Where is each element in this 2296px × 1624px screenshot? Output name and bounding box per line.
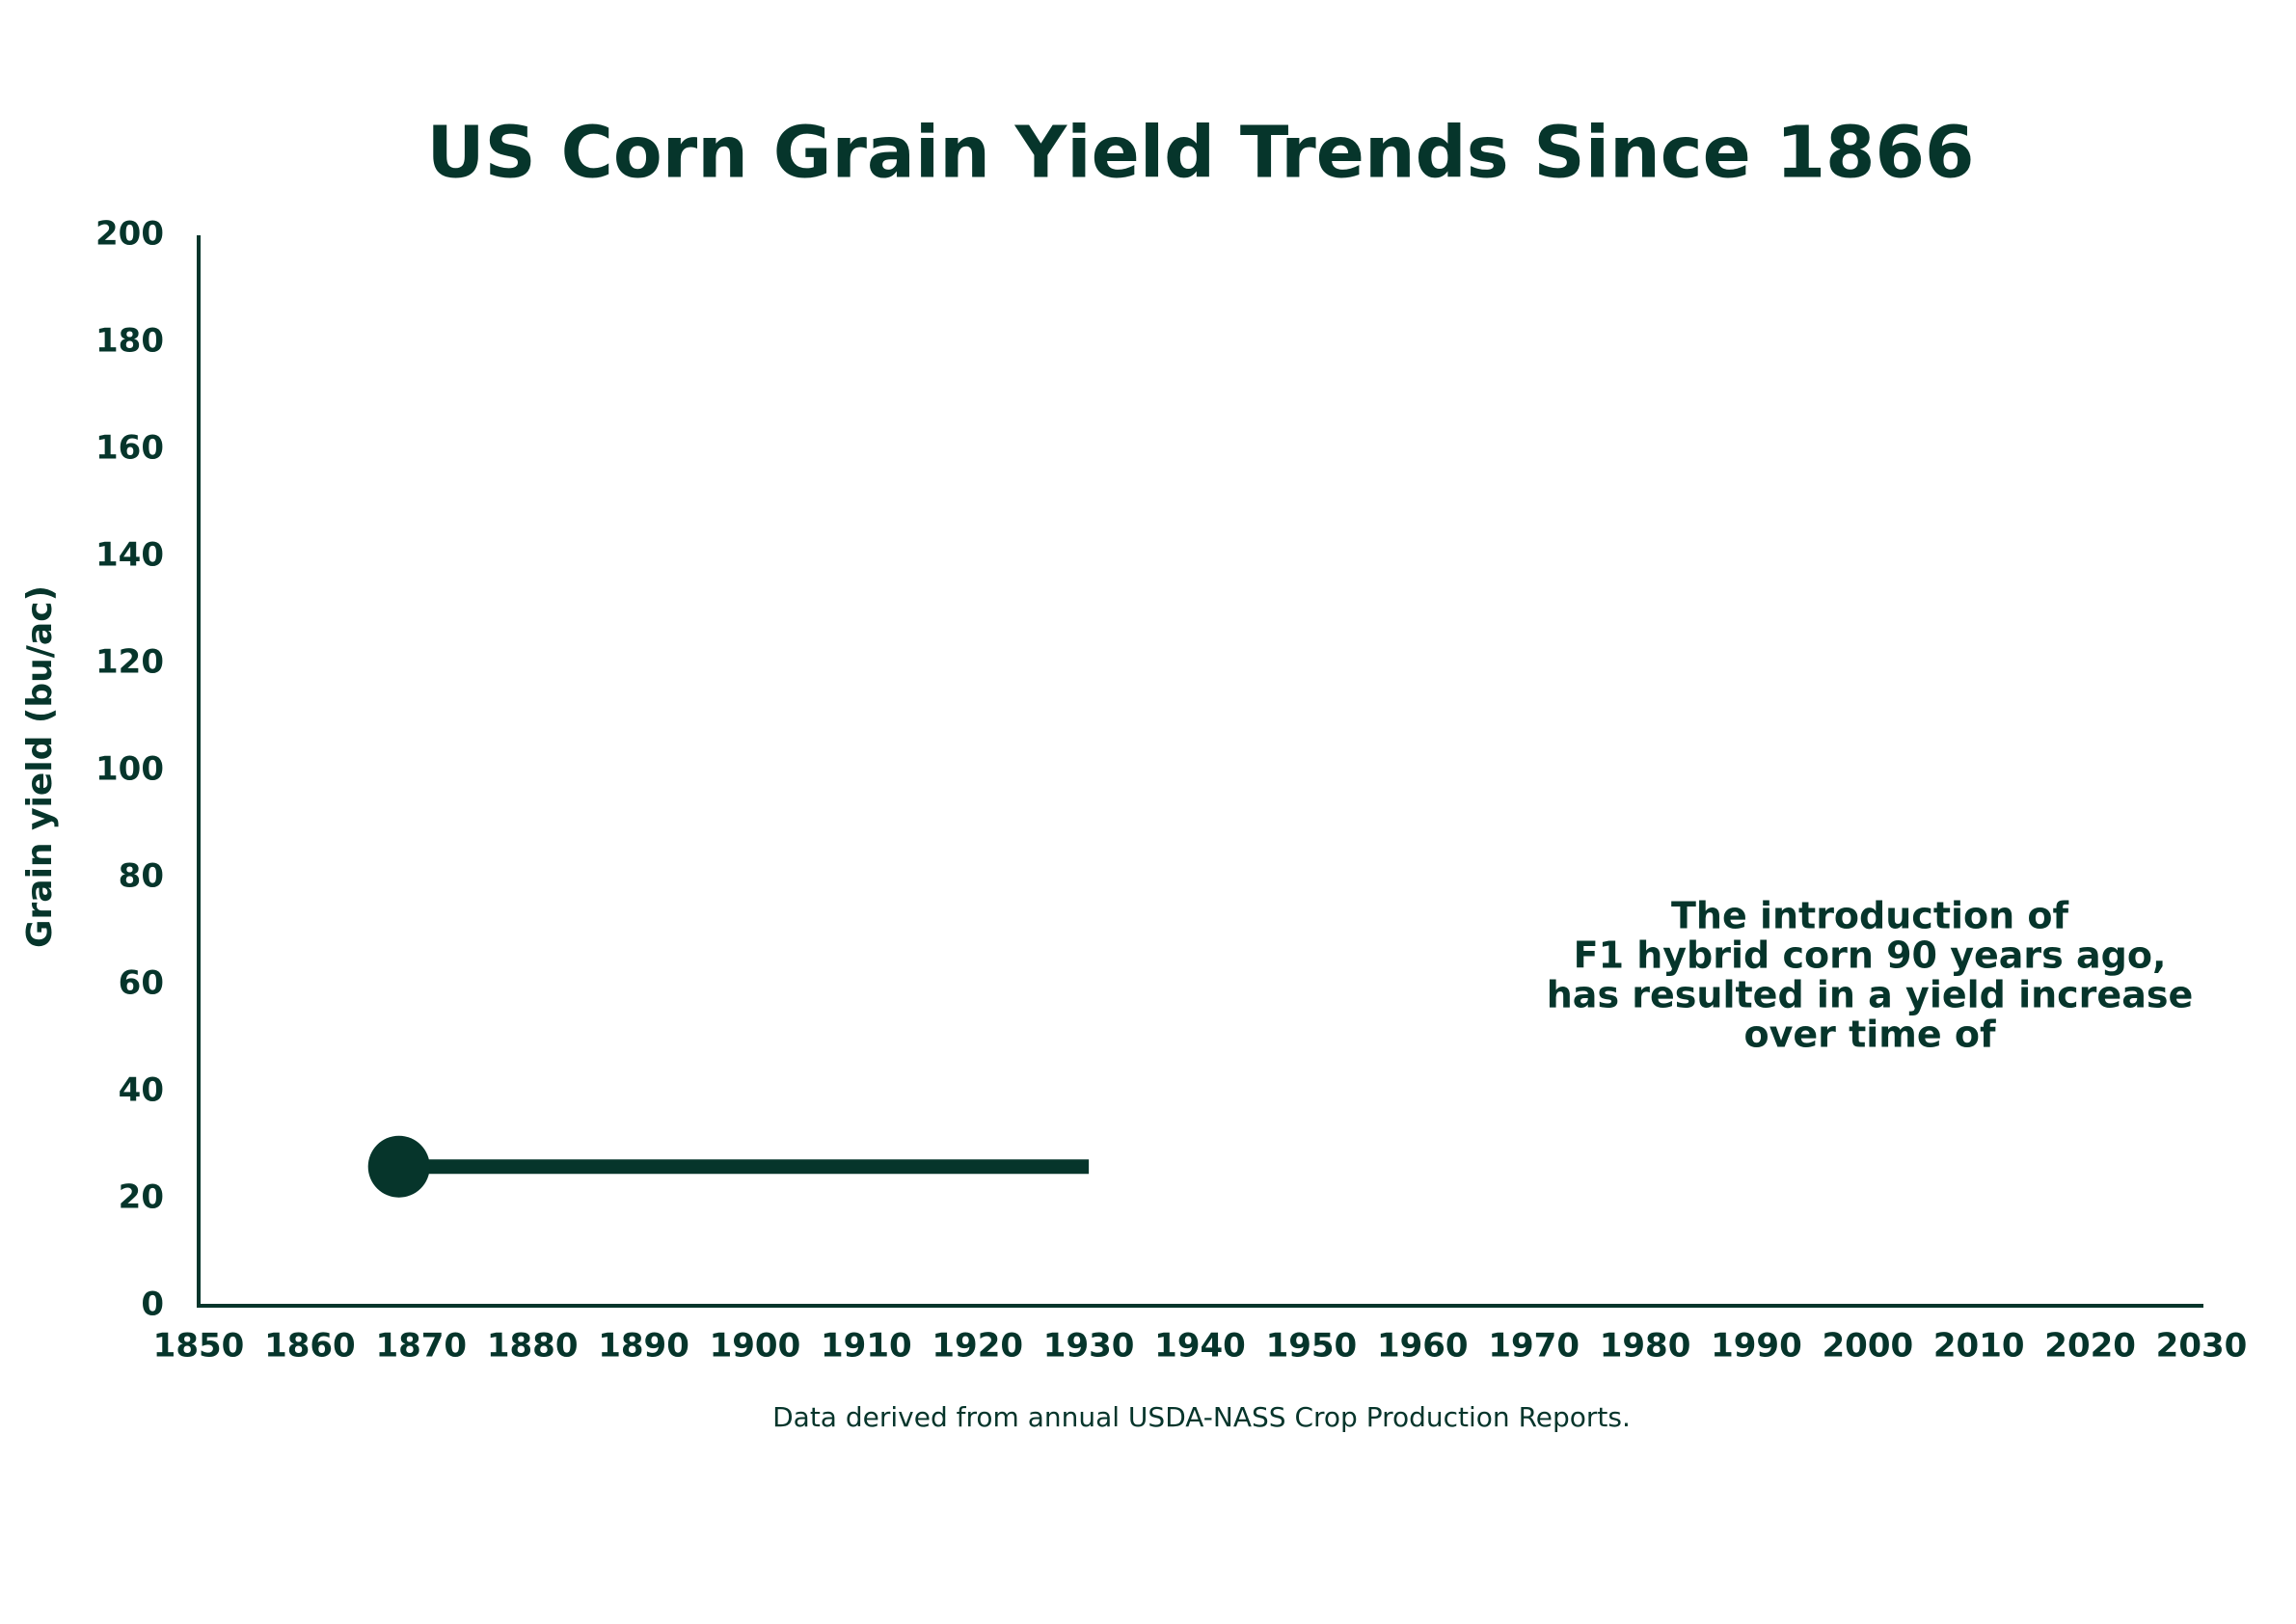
annotation: The introduction of [1671,895,2069,937]
y-tick-label: 100 [95,750,164,789]
x-tick-label: 1930 [1043,1327,1135,1366]
annotation: has resulted in a yield increase [1547,974,2193,1016]
y-axis-label: Grain yield (bu/ac) [20,585,60,948]
y-tick-label: 0 [141,1286,164,1324]
y-tick-label: 120 [95,643,164,682]
footnote: Data derived from annual USDA-NASS Crop … [772,1401,1631,1433]
y-tick-label: 20 [119,1178,164,1217]
x-tick-label: 1870 [375,1327,467,1366]
x-tick-label: 1890 [598,1327,689,1366]
annotation: F1 hybrid corn 90 years ago, [1574,934,2167,977]
x-tick-label: 1910 [821,1327,912,1366]
y-tick-label: 40 [119,1071,164,1110]
y-tick-label: 160 [95,429,164,468]
y-tick-label: 60 [119,964,164,1003]
x-tick-label: 1970 [1488,1327,1580,1366]
y-tick-label: 80 [119,857,164,896]
x-tick-label: 2030 [2156,1327,2248,1366]
x-tick-label: 1880 [487,1327,579,1366]
x-tick-label: 2010 [1933,1327,2025,1366]
x-tick-label: 1900 [710,1327,801,1366]
x-tick-label: 2000 [1823,1327,1914,1366]
x-tick-label: 1940 [1154,1327,1246,1366]
chart-title: US Corn Grain Yield Trends Since 1866 [426,112,1974,195]
annotation: over time of [1743,1014,1996,1056]
x-tick-label: 1860 [264,1327,356,1366]
x-tick-label: 1980 [1600,1327,1691,1366]
x-tick-label: 2020 [2044,1327,2136,1366]
y-tick-label: 200 [95,215,164,254]
x-tick-label: 1850 [153,1327,245,1366]
y-tick-label: 140 [95,536,164,575]
start-point [367,1135,430,1198]
x-tick-label: 1990 [1711,1327,1802,1366]
x-tick-label: 1920 [932,1327,1023,1366]
x-tick-label: 1960 [1377,1327,1469,1366]
x-tick-label: 1950 [1266,1327,1358,1366]
y-tick-label: 180 [95,322,164,361]
